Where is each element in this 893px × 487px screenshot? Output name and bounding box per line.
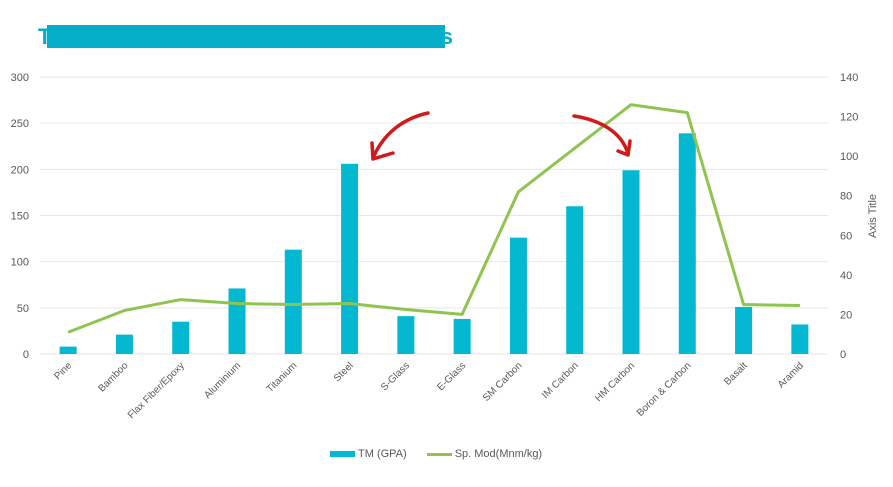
x-axis-tick-label: SM Carbon [481, 360, 525, 404]
x-axis-tick-label: Pine [52, 360, 74, 382]
bar-aramid [791, 324, 809, 354]
chart-title-last-char: s [440, 24, 453, 49]
bar-titanium [284, 249, 302, 354]
y2-axis-tick-label: 0 [840, 349, 846, 361]
legend-item-spmod: Sp. Mod(Mnm/kg) [426, 448, 543, 460]
x-axis-tick-label: IM Carbon [540, 360, 581, 401]
bar-im-carbon [566, 206, 584, 354]
x-axis-tick-label: Boron & Carbon [635, 360, 693, 418]
y-axis-tick-label: 300 [11, 72, 29, 84]
x-axis-tick-label: Aluminium [202, 360, 243, 401]
y-axis-tick-label: 100 [11, 257, 29, 269]
y-axis-tick-label: 200 [11, 164, 29, 176]
y-axis-tick-label: 50 [17, 303, 29, 315]
bar-swatch-icon [330, 451, 355, 457]
y-axis-tick-label: 150 [11, 211, 29, 223]
bar-steel [341, 163, 359, 354]
legend-item-tm: TM (GPA) [330, 448, 407, 460]
x-axis-tick-label: HM Carbon [593, 360, 637, 404]
x-axis-tick-label: Titanium [265, 360, 300, 395]
x-axis-tick-label: Flax Fiber/Epoxy [126, 360, 187, 421]
x-axis-tick-label: Basalt [722, 360, 750, 388]
y2-axis-tick-label: 140 [840, 72, 858, 84]
y2-axis-tick-label: 40 [840, 270, 852, 282]
legend: TM (GPA) Sp. Mod(Mnm/kg) [330, 448, 562, 460]
y-axis-tick-label: 0 [23, 349, 29, 361]
bar-sm-carbon [509, 237, 527, 354]
y2-axis-tick-label: 100 [840, 151, 858, 163]
x-axis-tick-label: Steel [332, 360, 356, 384]
chart-title-redaction-bar [47, 25, 445, 48]
y2-axis-tick-label: 120 [840, 112, 858, 124]
bar-basalt [735, 306, 753, 354]
bar-flax-fiber-epoxy [172, 321, 190, 354]
x-axis-tick-label: E-Glass [435, 360, 468, 393]
bar-boron-carbon [678, 133, 696, 354]
y2-axis-title: Axis Title [867, 194, 879, 238]
bar-s-glass [397, 316, 415, 354]
bar-aluminium [228, 288, 246, 354]
bar-hm-carbon [622, 170, 640, 354]
y2-axis-tick-label: 60 [840, 230, 852, 242]
legend-label-tm: TM (GPA) [358, 448, 407, 460]
y2-axis-tick-label: 20 [840, 309, 852, 321]
sp-mod-line [67, 103, 800, 334]
bar-pine [59, 346, 77, 354]
x-axis-tick-label: S-Glass [379, 360, 412, 393]
annotation-arrow-hm-carbon-icon [572, 114, 632, 157]
line-swatch-icon [426, 452, 452, 456]
x-axis-tick-label: Aramid [776, 360, 806, 390]
bar-e-glass [453, 318, 471, 354]
y2-axis-tick-label: 80 [840, 191, 852, 203]
x-axis-tick-label: Bamboo [96, 360, 130, 394]
chart-title: T s [38, 25, 453, 48]
legend-label-spmod: Sp. Mod(Mnm/kg) [454, 448, 543, 460]
bar-bamboo [115, 334, 133, 354]
annotation-arrow-steel-icon [370, 111, 430, 161]
y-axis-tick-label: 250 [11, 118, 29, 130]
